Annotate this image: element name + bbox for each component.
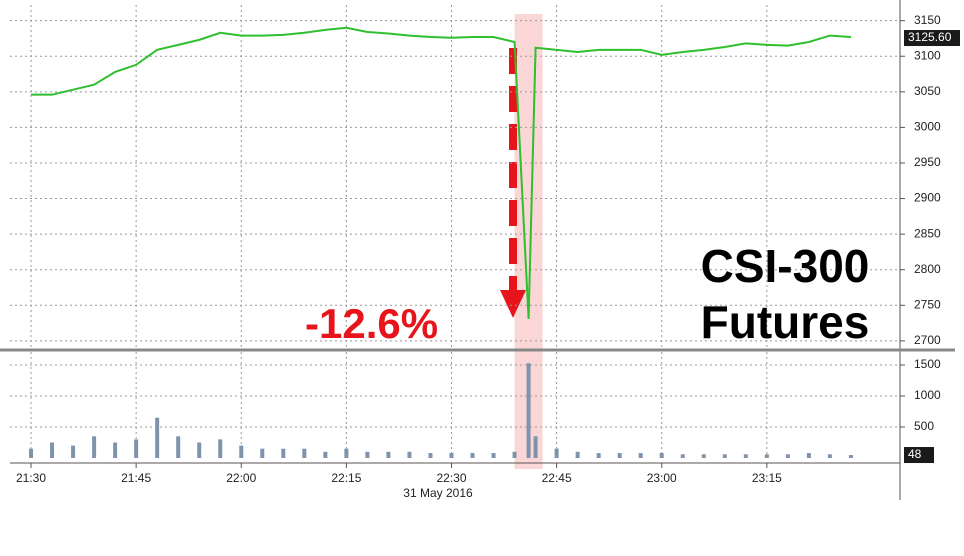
y-tick-label: 1000 [914,388,941,402]
volume-bar [428,453,433,458]
y-tick-label: 2800 [914,262,941,276]
x-tick-label: 23:00 [647,471,677,485]
y-tick-label: 3050 [914,84,941,98]
x-tick-label: 21:30 [16,471,46,485]
volume-bar [218,439,223,458]
volume-bar [512,451,517,458]
y-tick-label: 2900 [914,191,941,205]
volume-bar [302,448,307,458]
volume-bar [449,453,454,458]
volume-bar [526,363,531,458]
last-value-label: 48 [908,447,922,461]
volume-bar [365,451,370,458]
volume-bar [743,454,748,458]
x-tick-label: 22:00 [226,471,256,485]
volume-bar [785,454,790,458]
arrow-head [500,290,526,318]
volume-bar [71,445,76,458]
volume-bar [764,454,769,458]
volume-bar [134,439,139,458]
volume-bar [491,453,496,458]
volume-bar [533,436,538,458]
last-value-box [904,447,934,464]
y-tick-label: 2750 [914,297,941,311]
volume-bar [113,442,118,458]
annotation: -12.6% [305,300,439,347]
volume-bar [407,451,412,458]
volume-bar [701,454,706,458]
volume-bar [575,451,580,458]
y-tick-label: 3000 [914,120,941,134]
volume-bar [617,453,622,458]
volume-bar [29,448,34,458]
volume-bar [386,451,391,458]
volume-bar [92,436,97,458]
y-tick-label: 2950 [914,155,941,169]
volume-bar [596,453,601,458]
x-tick-label: 23:15 [752,471,782,485]
y-tick-label: 3150 [914,13,941,27]
last-value-box [904,30,960,47]
y-tick-label: 3100 [914,48,941,62]
y-tick-label: 1500 [914,357,941,371]
volume-bar [176,436,181,458]
x-tick-label: 21:45 [121,471,151,485]
volume-bar [260,448,265,458]
volume-bar [470,453,475,458]
volume-bar [827,454,832,458]
volume-bar [281,448,286,458]
chart-title: CSI-300 Futures [700,240,870,348]
last-value-label: 3125.60 [908,30,952,44]
volume-bar [848,455,853,458]
volume-bar [638,453,643,458]
volume-bar [323,451,328,458]
volume-bar [155,417,160,458]
volume-bar [680,454,685,458]
x-tick-label: 22:45 [542,471,572,485]
y-tick-label: 500 [914,419,934,433]
y-tick-label: 2700 [914,333,941,347]
volume-bar [722,454,727,458]
volume-bar [659,453,664,458]
x-tick-label: 22:30 [436,471,466,485]
y-tick-label: 2850 [914,226,941,240]
volume-bar [239,445,244,458]
volume-bar [197,442,202,458]
volume-bar [50,442,55,458]
price-line [31,26,852,319]
volume-bar [554,448,559,458]
x-axis-label: 31 May 2016 [403,486,473,500]
volume-bar [344,448,349,458]
x-tick-label: 22:15 [331,471,361,485]
volume-bar [806,453,811,458]
